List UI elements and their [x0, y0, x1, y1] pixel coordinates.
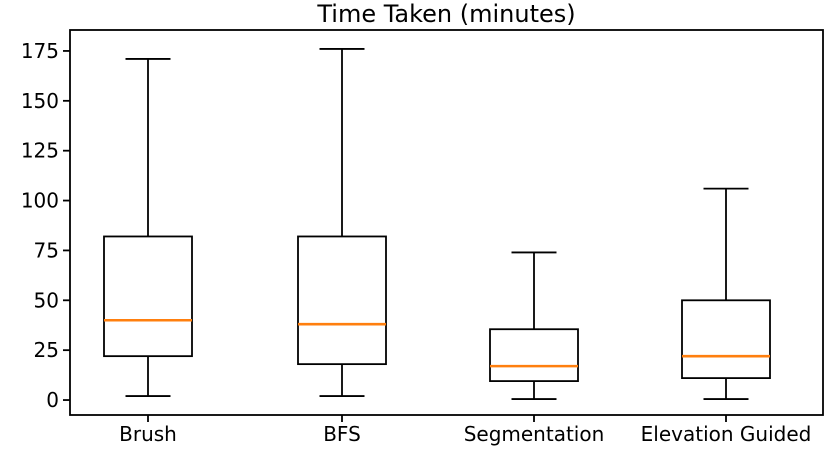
iqr-box [489, 328, 579, 382]
y-tick-label: 50 [34, 288, 59, 312]
x-tick-label: Segmentation [464, 422, 605, 446]
plot-border [69, 29, 824, 416]
y-tick-label: 125 [21, 139, 59, 163]
y-tick-label: 175 [21, 39, 59, 63]
x-tick-label: Elevation Guided [641, 422, 812, 446]
y-tick-label: 100 [21, 189, 59, 213]
chart-title: Time Taken (minutes) [317, 0, 576, 28]
x-tick-label: BFS [323, 422, 361, 446]
iqr-box [681, 299, 771, 379]
x-tick-label: Brush [119, 422, 177, 446]
iqr-box [103, 235, 193, 358]
y-tick-label: 0 [46, 388, 59, 412]
y-tick-label: 25 [34, 338, 59, 362]
y-tick-label: 75 [34, 238, 59, 262]
y-tick-label: 150 [21, 89, 59, 113]
iqr-box [297, 235, 387, 366]
